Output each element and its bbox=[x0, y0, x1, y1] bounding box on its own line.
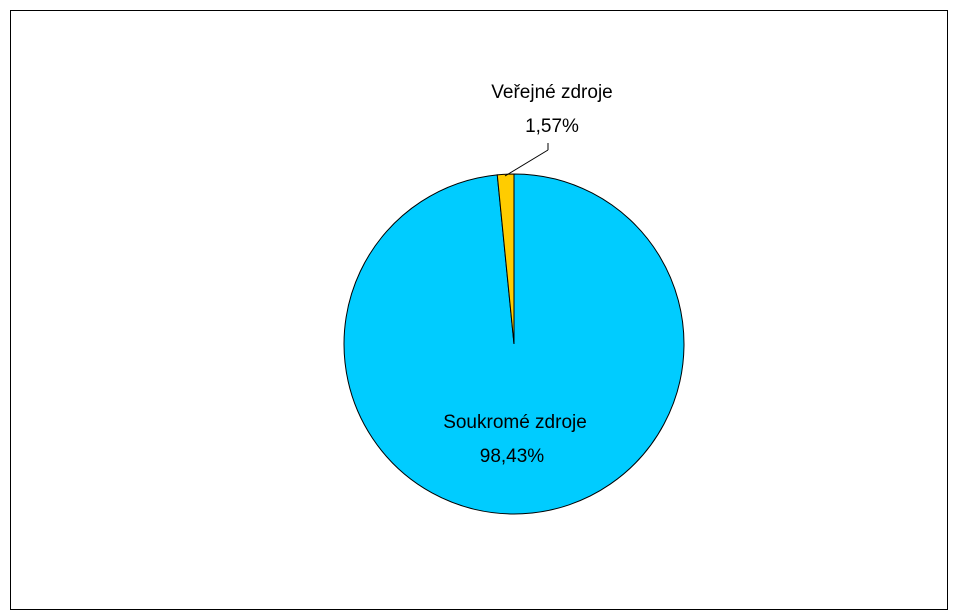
slice-label-verejne-name: Veřejné zdroje bbox=[491, 82, 612, 103]
slice-label-verejne-value: 1,57% bbox=[525, 116, 579, 137]
leader-line-verejne bbox=[504, 149, 549, 177]
pie-slice-verejne bbox=[496, 173, 515, 345]
pie-slices bbox=[343, 173, 685, 515]
slice-label-soukrome-value: 98,43% bbox=[480, 446, 545, 467]
slice-label-soukrome-name: Soukromé zdroje bbox=[443, 412, 587, 433]
pie-chart: Veřejné zdroje 1,57% Soukromé zdroje 98,… bbox=[343, 82, 685, 515]
